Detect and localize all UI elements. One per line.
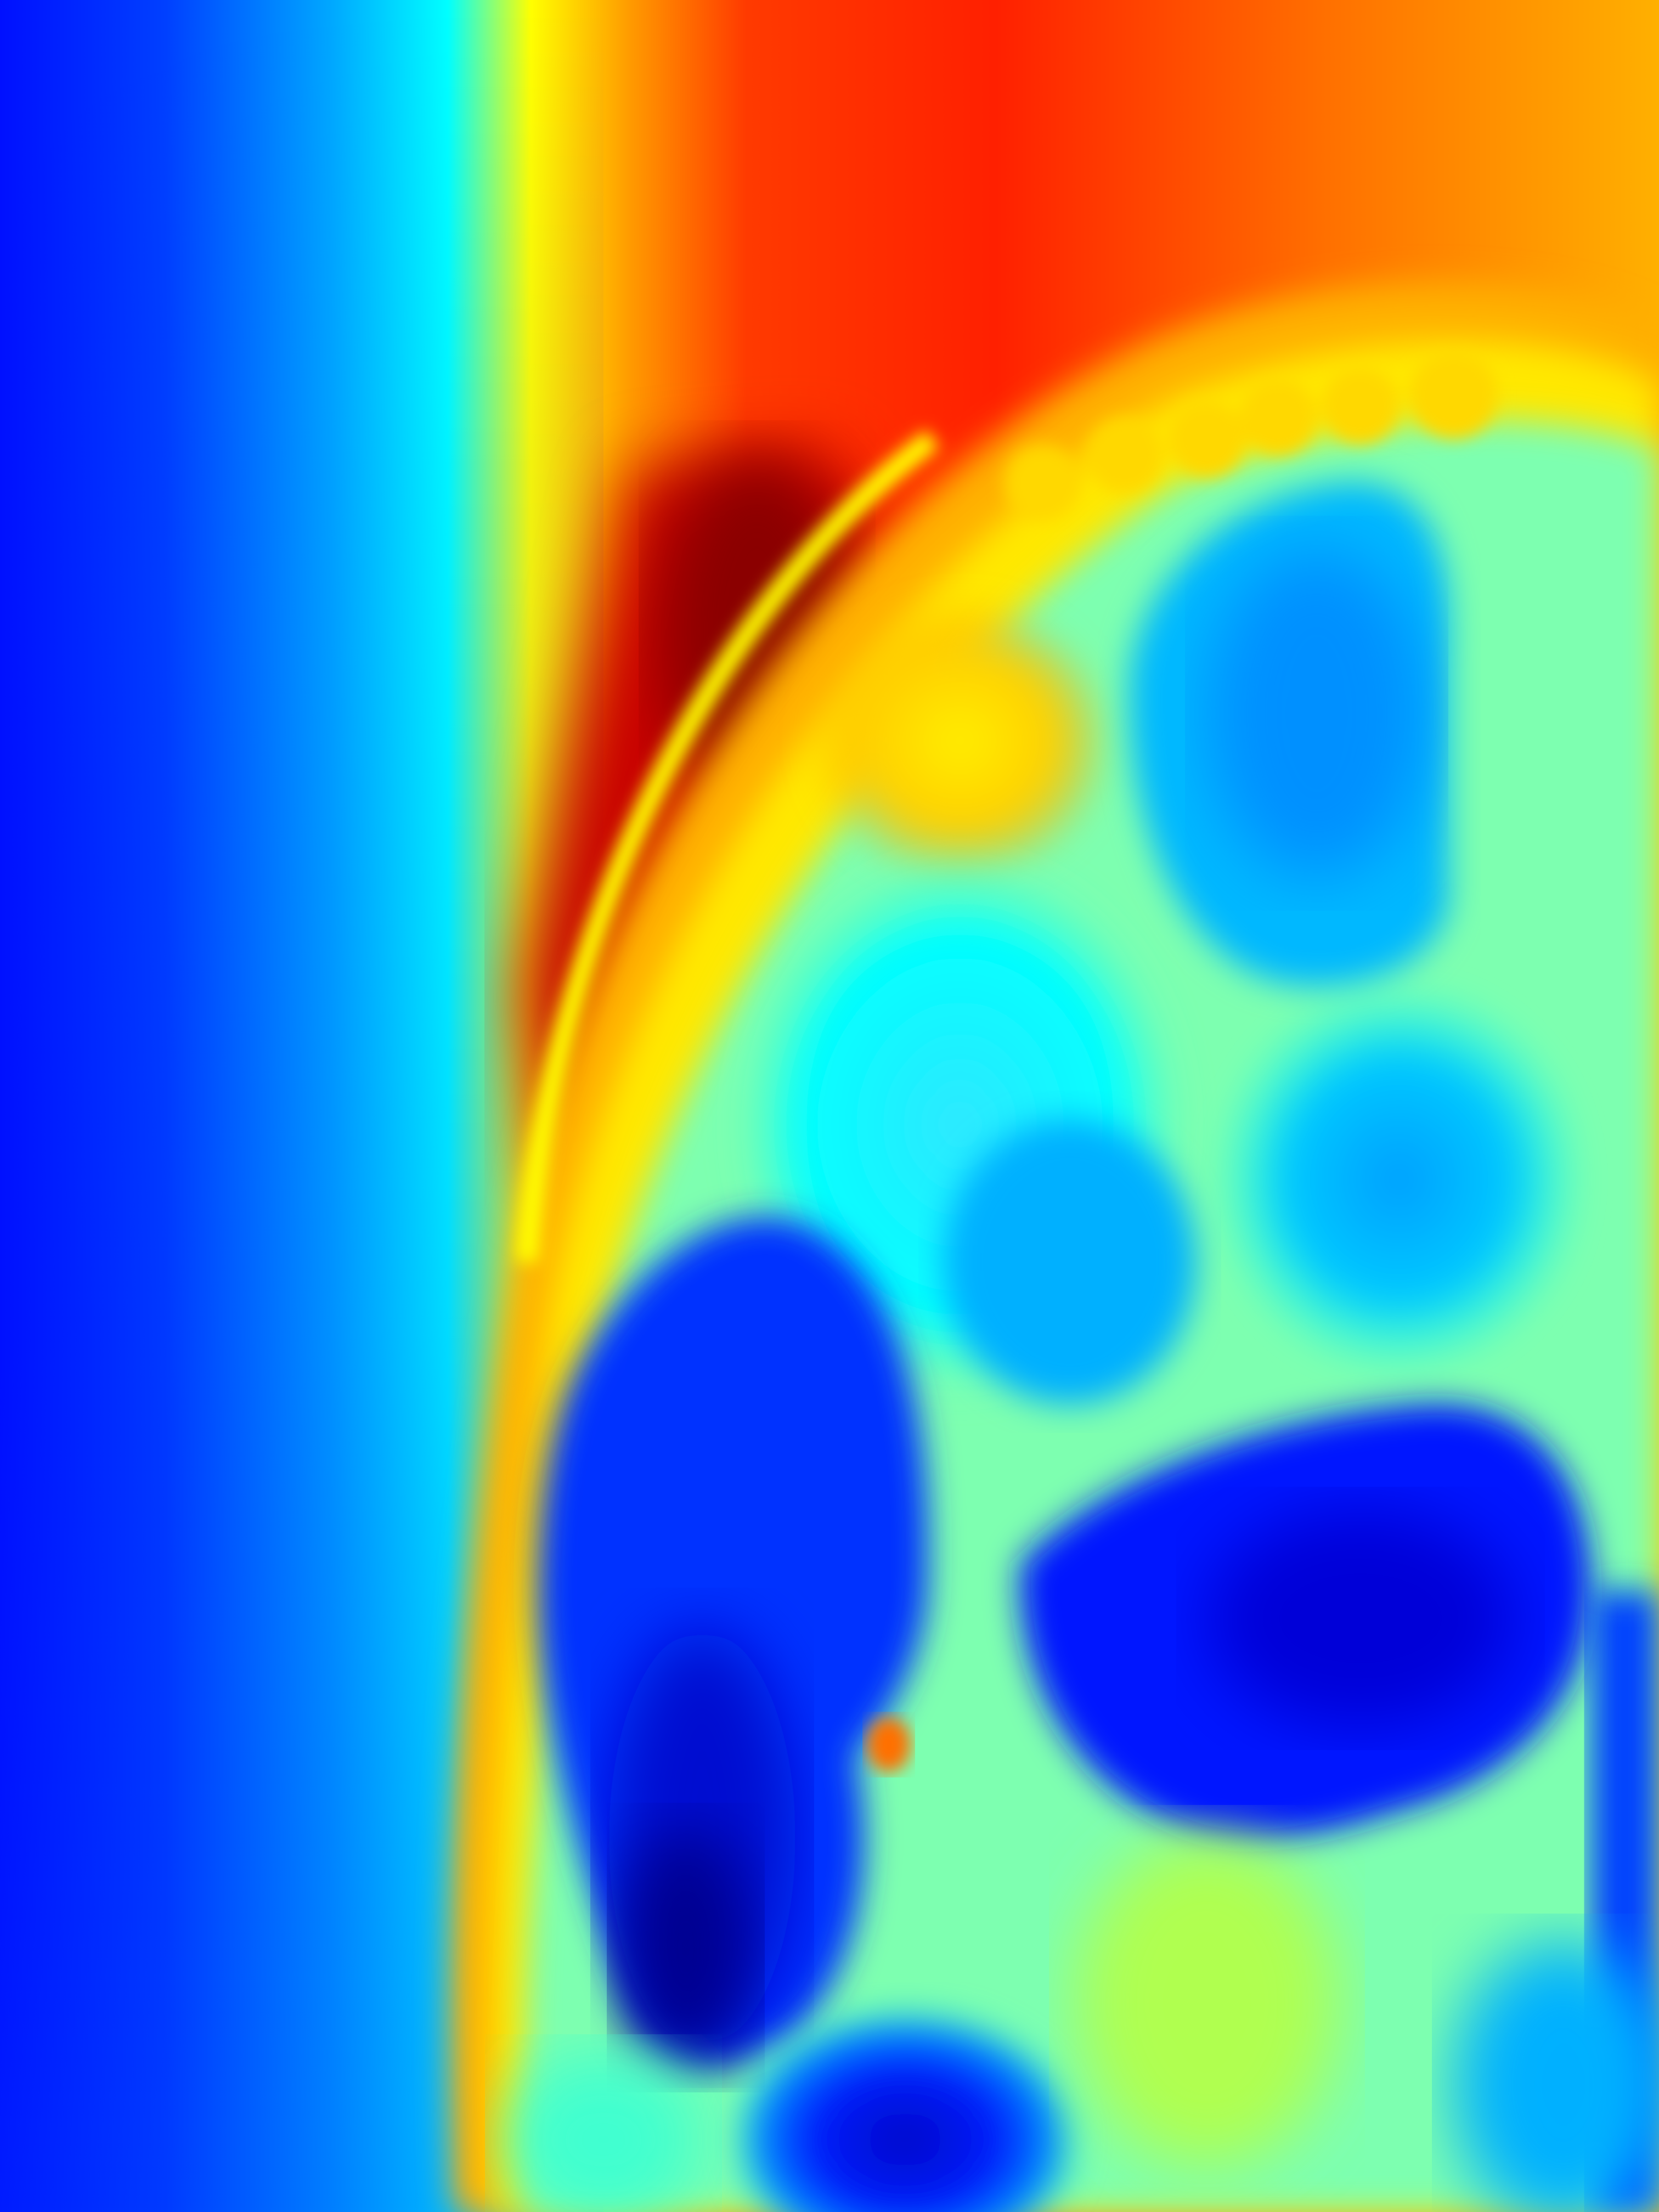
depth-heatmap-image	[0, 0, 1659, 2212]
depth-heatmap-frame	[0, 0, 1659, 2212]
